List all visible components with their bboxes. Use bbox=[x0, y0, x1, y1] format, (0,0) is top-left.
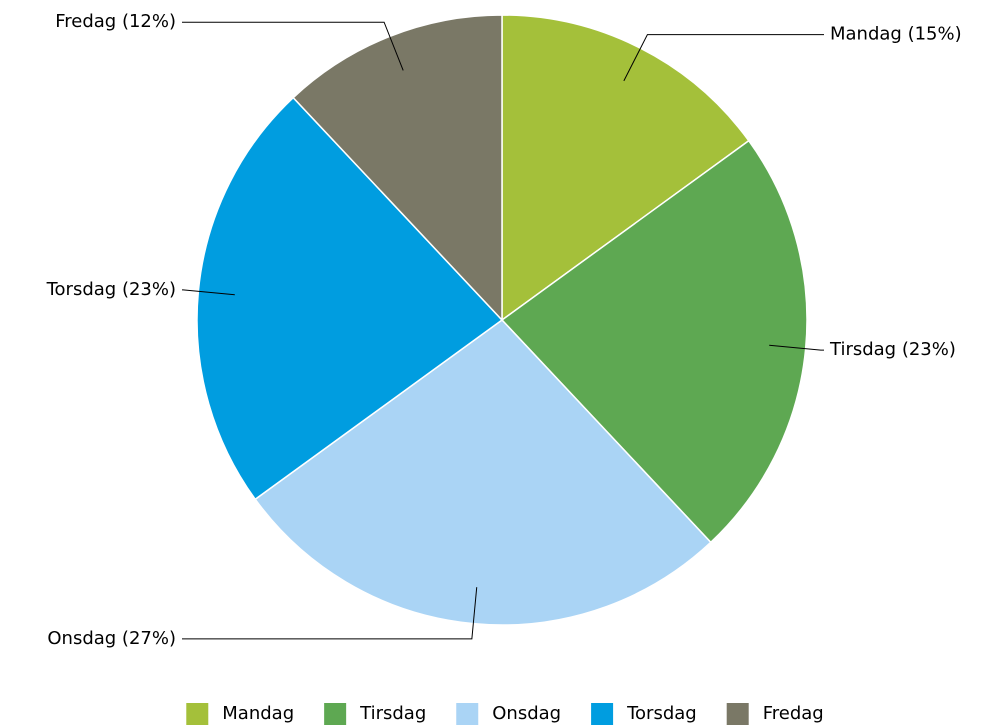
data-label: Torsdag (23%) bbox=[46, 279, 176, 300]
legend-label: Mandag bbox=[222, 703, 294, 724]
data-label: Fredag (12%) bbox=[55, 11, 176, 32]
leader-line bbox=[623, 34, 824, 82]
data-label: Mandag (15%) bbox=[830, 24, 962, 45]
legend-swatch bbox=[456, 703, 479, 725]
leader-line bbox=[182, 21, 404, 71]
legend-swatch bbox=[591, 703, 614, 725]
legend-swatch bbox=[726, 703, 749, 725]
legend-label: Onsdag bbox=[492, 703, 561, 724]
leader-line bbox=[182, 587, 478, 640]
legend-label: Tirsdag bbox=[359, 703, 426, 724]
leader-line bbox=[769, 344, 824, 351]
legend-label: Torsdag bbox=[626, 703, 697, 724]
data-label: Onsdag (27%) bbox=[47, 628, 176, 649]
data-label: Tirsdag (23%) bbox=[829, 339, 956, 360]
legend-label: Fredag bbox=[763, 703, 824, 724]
legend-swatch bbox=[186, 703, 209, 725]
legend-swatch bbox=[324, 703, 347, 725]
leader-line bbox=[182, 289, 235, 296]
